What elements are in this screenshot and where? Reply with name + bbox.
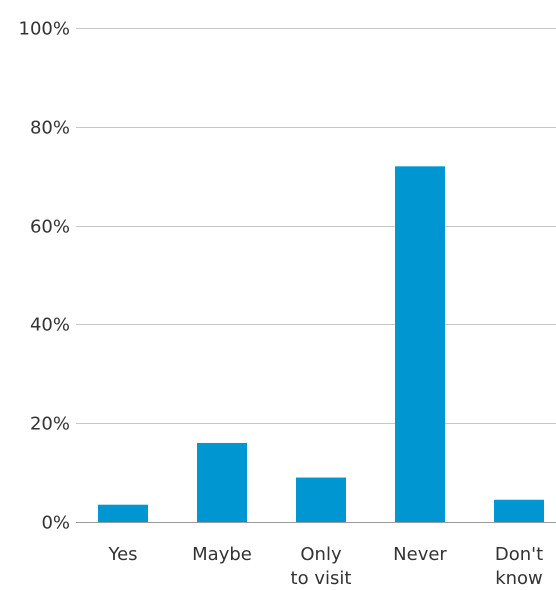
x-axis-labels: Yes Maybe Only to visit Never Don't know xyxy=(107,544,543,589)
y-tick-label: 100% xyxy=(19,19,70,40)
y-tick-label: 0% xyxy=(41,513,70,534)
x-tick-label: Only xyxy=(300,544,342,565)
bar xyxy=(395,166,445,522)
x-tick-label: Don't xyxy=(495,544,543,565)
chart-grid xyxy=(76,28,556,523)
y-axis-labels: 0% 20% 40% 60% 80% 100% xyxy=(19,19,70,534)
y-tick-label: 20% xyxy=(30,414,70,435)
x-tick-label: know xyxy=(495,568,543,589)
y-tick-label: 80% xyxy=(30,118,70,139)
x-tick-label: to visit xyxy=(291,568,352,589)
bar xyxy=(98,504,148,522)
x-tick-label: Never xyxy=(393,544,447,565)
bar xyxy=(197,442,247,522)
x-tick-label: Maybe xyxy=(192,544,252,565)
y-tick-label: 60% xyxy=(30,217,70,238)
x-tick-label: Yes xyxy=(107,544,137,565)
chart-bars xyxy=(98,166,544,522)
bar xyxy=(296,477,346,522)
bar xyxy=(494,499,544,522)
y-tick-label: 40% xyxy=(30,315,70,336)
